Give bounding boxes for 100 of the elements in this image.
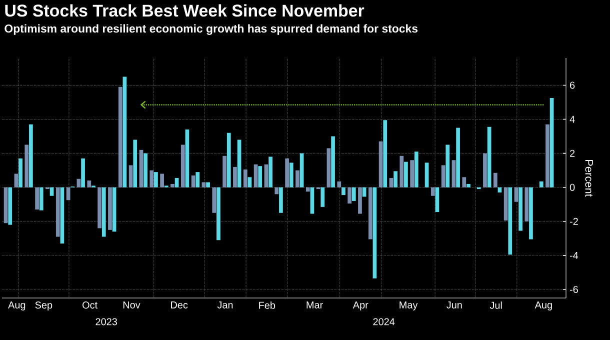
bar xyxy=(154,172,158,188)
bar xyxy=(264,164,268,188)
bar xyxy=(404,162,408,188)
bar xyxy=(254,164,258,188)
bar xyxy=(378,141,383,188)
text: 2024 xyxy=(373,318,395,326)
bar xyxy=(268,156,272,188)
y-tick-label: -2 xyxy=(570,218,578,225)
bar xyxy=(206,182,210,188)
bar xyxy=(248,177,252,188)
bar xyxy=(160,174,164,188)
x-tick-label: Aug xyxy=(8,302,26,310)
y-tick-label: 0 xyxy=(570,184,575,191)
bar xyxy=(29,124,33,188)
chart-title: US Stocks Track Best Week Since November xyxy=(5,4,364,17)
bar xyxy=(233,166,237,188)
x-tick-label: Dec xyxy=(171,302,188,308)
bar xyxy=(14,174,18,188)
x-tick-label: Jul xyxy=(490,302,502,309)
bar xyxy=(483,153,487,188)
bar xyxy=(348,187,352,204)
bar xyxy=(326,148,331,188)
chart-subtitle: Optimism around resilient economic growth has spurred demand for stocks xyxy=(4,24,418,35)
bar xyxy=(352,187,356,201)
bar xyxy=(133,140,138,188)
bar xyxy=(524,187,529,222)
x-tick-label: Feb xyxy=(259,302,276,309)
bar xyxy=(342,187,346,196)
y-tick-label: -4 xyxy=(570,252,578,259)
bar xyxy=(216,187,220,240)
y-axis-title: Percent xyxy=(585,160,593,197)
bar xyxy=(306,187,310,192)
bar xyxy=(539,181,544,188)
bar xyxy=(144,153,148,188)
bar xyxy=(296,170,300,188)
bar xyxy=(462,177,466,188)
y-tick-label: 4 xyxy=(570,116,575,123)
bar xyxy=(128,165,133,188)
bar xyxy=(493,172,498,188)
bar xyxy=(389,178,394,188)
x-tick-label: Nov xyxy=(123,302,140,308)
bar xyxy=(337,181,342,188)
bar xyxy=(243,169,248,188)
bar xyxy=(4,187,8,224)
bar xyxy=(410,160,414,188)
bar xyxy=(400,156,404,188)
bar xyxy=(212,187,216,213)
bar xyxy=(8,187,12,225)
bar xyxy=(87,180,92,188)
bar xyxy=(358,187,362,214)
bar xyxy=(139,150,144,188)
y-tick-label: 6 xyxy=(570,82,575,89)
bar xyxy=(56,187,60,237)
bar xyxy=(546,124,550,188)
bar xyxy=(18,158,22,188)
bar xyxy=(112,187,116,232)
bar xyxy=(285,158,289,188)
bar xyxy=(529,187,533,240)
bar xyxy=(76,178,81,188)
bar xyxy=(424,162,429,188)
bar xyxy=(39,187,44,210)
bar xyxy=(383,120,388,188)
bar xyxy=(368,187,372,240)
x-tick-label: Oct xyxy=(82,302,98,309)
bar xyxy=(504,187,508,221)
y-tick-label: 2 xyxy=(570,150,575,157)
bar xyxy=(191,175,196,188)
bar xyxy=(456,128,460,188)
bar xyxy=(320,187,325,207)
bar xyxy=(60,187,64,244)
bar xyxy=(487,126,492,188)
bar xyxy=(150,170,154,188)
x-tick-label: Jun xyxy=(446,302,462,308)
bar xyxy=(196,172,200,188)
bar xyxy=(289,162,294,188)
x-tick-label: May xyxy=(400,302,418,310)
y-tick-label: -6 xyxy=(570,286,578,294)
bar xyxy=(24,144,29,188)
bar xyxy=(185,129,190,188)
bar xyxy=(394,171,398,188)
bar xyxy=(118,86,122,188)
bar xyxy=(331,136,335,188)
bar xyxy=(279,187,283,213)
bar xyxy=(414,152,418,188)
x-tick-label: Mar xyxy=(306,302,323,308)
x-tick-label: Sep xyxy=(35,302,52,311)
x-tick-label: Apr xyxy=(352,302,368,310)
bar xyxy=(50,187,54,196)
bar xyxy=(466,184,470,188)
bar xyxy=(300,153,304,188)
bar xyxy=(446,144,450,188)
bar xyxy=(170,184,174,188)
bar xyxy=(258,166,262,188)
text: 2023 xyxy=(96,318,117,326)
bar xyxy=(98,187,102,228)
bar xyxy=(237,140,242,188)
bar xyxy=(372,187,377,278)
x-tick-label: Jan xyxy=(217,302,233,308)
bar xyxy=(222,156,226,188)
bar xyxy=(226,132,231,188)
